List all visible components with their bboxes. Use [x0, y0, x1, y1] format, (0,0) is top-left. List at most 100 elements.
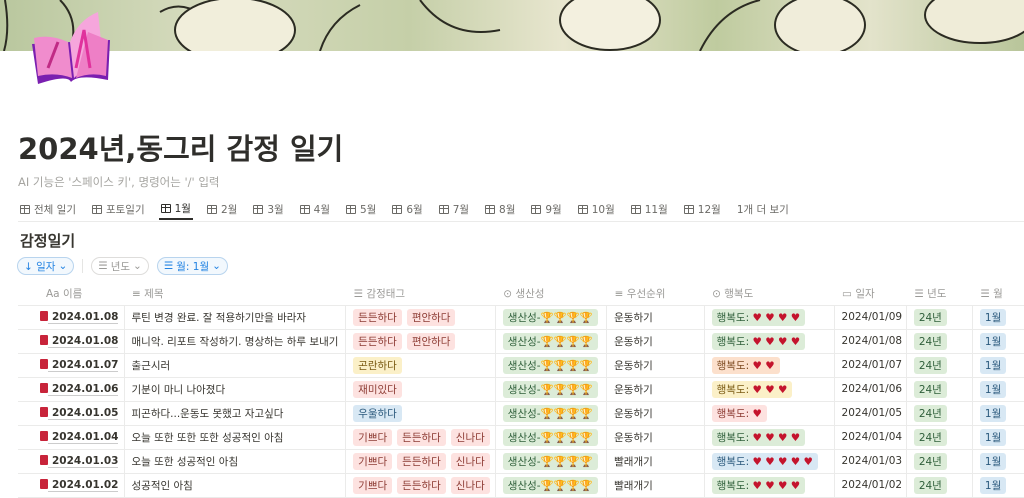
cell-year[interactable]: 24년 [905, 304, 973, 329]
cell-date[interactable]: 2024/01/07 [833, 352, 907, 377]
cell-date[interactable]: 2024/01/04 [833, 424, 907, 449]
page-title[interactable]: 2024년,동그리 감정 일기 [18, 132, 344, 166]
tab-8[interactable]: 7월 [437, 198, 471, 220]
page-placeholder-hint[interactable]: AI 기능은 '스페이스 키', 명령어는 '/' 입력 [18, 175, 220, 189]
sort-chip-date[interactable]: ↓ 일자 ⌄ [17, 257, 75, 275]
cell-priority[interactable]: 운동하기 [606, 376, 705, 401]
cell-productivity[interactable]: 생산성-🏆🏆🏆🏆 [494, 304, 607, 329]
tab-0[interactable]: 전체 일기 [18, 198, 78, 220]
tab-6[interactable]: 5월 [344, 198, 378, 220]
table-row[interactable]: 2024.01.05 피곤하다...운동도 못했고 자고싶다 우울하다 생산성-… [18, 400, 1024, 425]
cell-title[interactable]: 매니악. 리포트 작성하기. 명상하는 하루 보내기 [123, 328, 346, 353]
cell-month[interactable]: 1월 [971, 352, 1024, 377]
cell-productivity[interactable]: 생산성-🏆🏆🏆🏆 [494, 376, 607, 401]
tab-5[interactable]: 4월 [298, 198, 332, 220]
cell-title[interactable]: 성공적인 아침 [123, 472, 346, 498]
cell-tags[interactable]: 든든하다 편안하다 [345, 304, 496, 329]
cell-name[interactable]: 2024.01.07 [18, 352, 124, 377]
cell-date[interactable]: 2024/01/09 [833, 304, 907, 329]
column-header[interactable]: ☰ 월 [972, 282, 1024, 305]
cell-priority[interactable]: 빨래개기 [606, 472, 705, 498]
column-header[interactable]: ⊙ 행복도 [704, 282, 834, 305]
cell-month[interactable]: 1월 [971, 424, 1024, 449]
cell-title[interactable]: 루틴 변경 완료. 잘 적용하기만을 바라자 [123, 304, 346, 329]
column-header[interactable]: ☰ 감정태그 [346, 282, 496, 305]
table-row[interactable]: 2024.01.07 출근시러 곤란하다 생산성-🏆🏆🏆🏆 운동하기 행복도: … [18, 352, 1024, 377]
table-row[interactable]: 2024.01.03 오늘 또한 성공적인 아침 기쁘다 든든하다 신나다 생산성-… [18, 448, 1024, 473]
cell-productivity[interactable]: 생산성-🏆🏆🏆🏆 [494, 424, 607, 449]
cell-title[interactable]: 피곤하다...운동도 못했고 자고싶다 [123, 400, 346, 425]
tab-1[interactable]: 포토일기 [90, 198, 147, 220]
tab-11[interactable]: 10월 [576, 198, 617, 220]
table-row[interactable]: 2024.01.04 오늘 또한 또한 또한 성공적인 아침 기쁘다 든든하다 신나… [18, 424, 1024, 449]
cell-priority[interactable]: 빨래개기 [606, 448, 705, 473]
cell-month[interactable]: 1월 [971, 376, 1024, 401]
cell-year[interactable]: 24년 [905, 472, 973, 498]
filter-chip-year[interactable]: ☰ 년도 ⌄ [91, 257, 149, 275]
table-row[interactable]: 2024.01.08 루틴 변경 완료. 잘 적용하기만을 바라자 든든하다 편안… [18, 304, 1024, 329]
cell-tags[interactable]: 든든하다 편안하다 [345, 328, 496, 353]
cell-productivity[interactable]: 생산성-🏆🏆🏆🏆 [494, 352, 607, 377]
cell-year[interactable]: 24년 [905, 400, 973, 425]
cell-title[interactable]: 오늘 또한 또한 또한 성공적인 아침 [123, 424, 346, 449]
database-title[interactable]: 감정일기 [20, 232, 76, 250]
cell-tags[interactable]: 기쁘다 든든하다 신나다 [345, 472, 496, 498]
cell-date[interactable]: 2024/01/02 [833, 472, 907, 498]
cell-name[interactable]: 2024.01.05 [18, 400, 124, 425]
cell-month[interactable]: 1월 [971, 448, 1024, 473]
cell-priority[interactable]: 운동하기 [606, 328, 705, 353]
tab-13[interactable]: 12월 [682, 198, 723, 220]
cell-date[interactable]: 2024/01/06 [833, 376, 907, 401]
cell-year[interactable]: 24년 [905, 424, 973, 449]
cell-productivity[interactable]: 생산성-🏆🏆🏆🏆 [494, 472, 607, 498]
cell-tags[interactable]: 곤란하다 [345, 352, 496, 377]
cell-month[interactable]: 1월 [971, 400, 1024, 425]
cell-name[interactable]: 2024.01.02 [18, 472, 124, 498]
entry-link[interactable]: 2024.01.08 [48, 311, 119, 324]
entry-link[interactable]: 2024.01.02 [48, 479, 119, 492]
column-header[interactable]: Aa 이름 [18, 282, 124, 305]
cell-title[interactable]: 출근시러 [123, 352, 346, 377]
table-row[interactable]: 2024.01.02 성공적인 아침 기쁘다 든든하다 신나다 생산성-🏆🏆🏆🏆 빨… [18, 472, 1024, 498]
cell-productivity[interactable]: 생산성-🏆🏆🏆🏆 [494, 448, 607, 473]
more-views-button[interactable]: 1개 더 보기 [736, 203, 789, 216]
cell-name[interactable]: 2024.01.03 [18, 448, 124, 473]
cell-month[interactable]: 1월 [971, 304, 1024, 329]
cell-tags[interactable]: 우울하다 [345, 400, 496, 425]
cell-happiness[interactable]: 행복도: ♥ ♥ ♥ ♥ [703, 304, 835, 329]
cell-happiness[interactable]: 행복도: ♥ ♥ ♥ ♥ [703, 472, 835, 498]
cell-year[interactable]: 24년 [905, 448, 973, 473]
cell-date[interactable]: 2024/01/05 [833, 400, 907, 425]
tab-7[interactable]: 6월 [390, 198, 424, 220]
entry-link[interactable]: 2024.01.08 [48, 335, 119, 348]
cell-productivity[interactable]: 생산성-🏆🏆🏆🏆 [494, 400, 607, 425]
cell-title[interactable]: 기분이 마니 나아졌다 [123, 376, 346, 401]
cell-happiness[interactable]: 행복도: ♥ ♥ ♥ ♥ [703, 424, 835, 449]
cell-month[interactable]: 1월 [971, 472, 1024, 498]
cell-priority[interactable]: 운동하기 [606, 352, 705, 377]
cell-title[interactable]: 오늘 또한 성공적인 아침 [123, 448, 346, 473]
cell-tags[interactable]: 기쁘다 든든하다 신나다 [345, 424, 496, 449]
cell-year[interactable]: 24년 [905, 376, 973, 401]
table-row[interactable]: 2024.01.06 기분이 마니 나아졌다 재미있다 생산성-🏆🏆🏆🏆 운동하… [18, 376, 1024, 401]
tab-10[interactable]: 9월 [529, 198, 563, 220]
filter-chip-month[interactable]: ☰ 월: 1월 ⌄ [156, 257, 228, 275]
cell-date[interactable]: 2024/01/03 [833, 448, 907, 473]
cell-name[interactable]: 2024.01.08 [18, 328, 124, 353]
tab-9[interactable]: 8월 [483, 198, 517, 220]
cell-happiness[interactable]: 행복도: ♥ [703, 400, 835, 425]
tab-4[interactable]: 3월 [251, 198, 285, 220]
cell-name[interactable]: 2024.01.06 [18, 376, 124, 401]
cell-productivity[interactable]: 생산성-🏆🏆🏆🏆 [494, 328, 607, 353]
column-header[interactable]: ≡ 제목 [124, 282, 346, 305]
cell-priority[interactable]: 운동하기 [606, 424, 705, 449]
cell-priority[interactable]: 운동하기 [606, 400, 705, 425]
column-header[interactable]: ☰ 년도 [906, 282, 972, 305]
entry-link[interactable]: 2024.01.03 [48, 455, 119, 468]
cell-happiness[interactable]: 행복도: ♥ ♥ ♥ [703, 376, 835, 401]
cell-tags[interactable]: 기쁘다 든든하다 신나다 [345, 448, 496, 473]
cell-date[interactable]: 2024/01/08 [833, 328, 907, 353]
cell-name[interactable]: 2024.01.08 [18, 304, 124, 329]
column-header[interactable]: ≡ 우선순위 [607, 282, 704, 305]
column-header[interactable]: ▭ 일자 [834, 282, 906, 305]
